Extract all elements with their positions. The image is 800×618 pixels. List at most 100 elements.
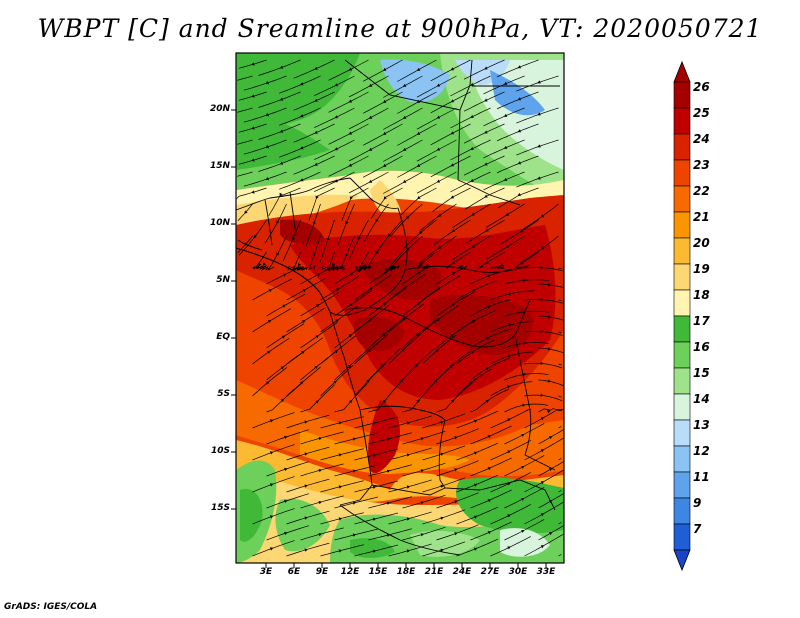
streamline-arrowhead — [304, 548, 308, 552]
streamline-arrowhead — [276, 220, 280, 224]
streamline-arrowhead — [473, 547, 478, 551]
lon-label: 33E — [536, 567, 556, 577]
streamline-arrowhead — [406, 421, 411, 425]
streamline-arrowhead — [318, 532, 322, 537]
streamline-arrowhead — [507, 546, 511, 550]
streamline-arrowhead — [350, 272, 354, 276]
streamline-arrowhead — [316, 304, 320, 308]
streamline-arrowhead — [537, 176, 541, 180]
streamline-arrowhead — [435, 348, 439, 353]
map-frame — [235, 52, 565, 564]
streamline-arrowhead — [318, 500, 322, 505]
streamline — [558, 458, 562, 461]
streamline-arrowhead — [406, 215, 410, 220]
streamline — [558, 426, 562, 429]
colorbar-label: 21 — [693, 210, 710, 224]
streamline-arrowhead — [440, 452, 444, 456]
streamline-arrowhead — [318, 436, 322, 441]
streamline-arrowhead — [348, 163, 353, 167]
streamline-arrowhead — [314, 130, 318, 134]
streamline-arrowhead — [326, 237, 330, 242]
streamline-arrowhead — [384, 269, 388, 273]
streamline-arrowhead — [334, 349, 338, 354]
colorbar-segment — [673, 315, 691, 343]
streamline-arrowhead — [503, 177, 508, 181]
streamline-arrowhead — [386, 533, 391, 537]
streamline-arrowhead — [505, 244, 509, 248]
streamline-arrowhead — [315, 195, 319, 200]
streamline-arrowhead — [251, 158, 255, 162]
streamline — [558, 267, 562, 270]
streamline-arrowhead — [540, 297, 544, 302]
streamline-arrowhead — [281, 335, 286, 339]
streamline-arrowhead — [300, 178, 304, 182]
streamline-arrowhead — [334, 115, 338, 119]
streamline-arrowhead — [416, 163, 421, 167]
lat-label: EQ — [216, 332, 230, 342]
streamline-arrowhead — [368, 83, 373, 87]
streamline-arrowhead — [334, 179, 338, 183]
streamline-arrowhead — [519, 229, 524, 233]
streamline-arrowhead — [484, 98, 488, 102]
colorbar-label: 11 — [693, 470, 710, 484]
streamline-arrowhead — [540, 214, 545, 218]
streamline-arrowhead — [372, 453, 377, 457]
streamline-arrowhead — [548, 532, 553, 536]
streamline-arrowhead — [402, 317, 406, 321]
streamline-arrowhead — [402, 147, 407, 151]
lon-label: 24E — [452, 567, 472, 577]
colorbar-segment — [673, 133, 691, 161]
streamline-arrowhead — [302, 289, 307, 293]
streamline-arrowhead — [487, 531, 492, 535]
streamline-arrowhead — [416, 399, 420, 403]
streamline-arrowhead — [416, 302, 421, 306]
streamline-arrowhead — [454, 468, 458, 472]
streamline-arrowhead — [387, 233, 392, 237]
streamline-arrowhead — [420, 501, 425, 505]
streamline-arrowhead — [382, 67, 387, 71]
streamline — [237, 75, 253, 81]
streamline-arrowhead — [315, 400, 319, 404]
streamline-arrowhead — [348, 67, 353, 71]
streamline-arrowhead — [459, 264, 464, 268]
streamline-arrowhead — [349, 196, 353, 200]
streamline-arrowhead — [537, 80, 541, 84]
streamline-arrowhead — [244, 242, 248, 246]
streamline-arrowhead — [265, 381, 270, 385]
colorbar-label: 9 — [693, 496, 702, 510]
streamline-arrowhead — [540, 265, 544, 270]
streamline-arrowhead — [473, 515, 478, 519]
streamline-arrowhead — [300, 146, 304, 150]
streamline-arrowhead — [314, 98, 318, 102]
streamline-arrowhead — [517, 129, 522, 133]
streamline-arrowhead — [276, 252, 280, 256]
streamline — [558, 554, 562, 557]
colorbar-label: 16 — [693, 340, 710, 354]
streamline — [237, 139, 253, 145]
streamline-arrowhead — [470, 82, 474, 86]
lon-label: 18E — [396, 567, 416, 577]
streamline-arrowhead — [269, 515, 274, 519]
colorbar-segment — [673, 263, 691, 291]
streamline-arrowhead — [540, 513, 545, 517]
colorbar-label: 13 — [693, 418, 710, 432]
streamline-arrowhead — [314, 162, 318, 166]
streamline-arrowhead — [450, 67, 455, 71]
streamline-arrowhead — [253, 234, 257, 239]
streamline-arrowhead — [375, 250, 379, 255]
streamline-arrowhead — [415, 333, 420, 337]
streamline-arrowhead — [372, 421, 377, 425]
streamline — [558, 331, 562, 334]
streamline-arrowhead — [485, 228, 489, 232]
streamline-arrowhead — [452, 272, 456, 276]
streamline-arrowhead — [334, 83, 338, 87]
streamline-arrowhead — [417, 271, 421, 275]
streamline-arrowhead — [503, 145, 508, 149]
streamline-arrowhead — [507, 354, 512, 358]
streamline-arrowhead — [383, 196, 387, 200]
streamline-arrowhead — [440, 548, 444, 552]
streamline-arrowhead — [540, 481, 545, 485]
streamline-arrowhead — [450, 399, 455, 403]
streamline-arrowhead — [419, 230, 423, 234]
streamline-arrowhead — [548, 468, 553, 472]
